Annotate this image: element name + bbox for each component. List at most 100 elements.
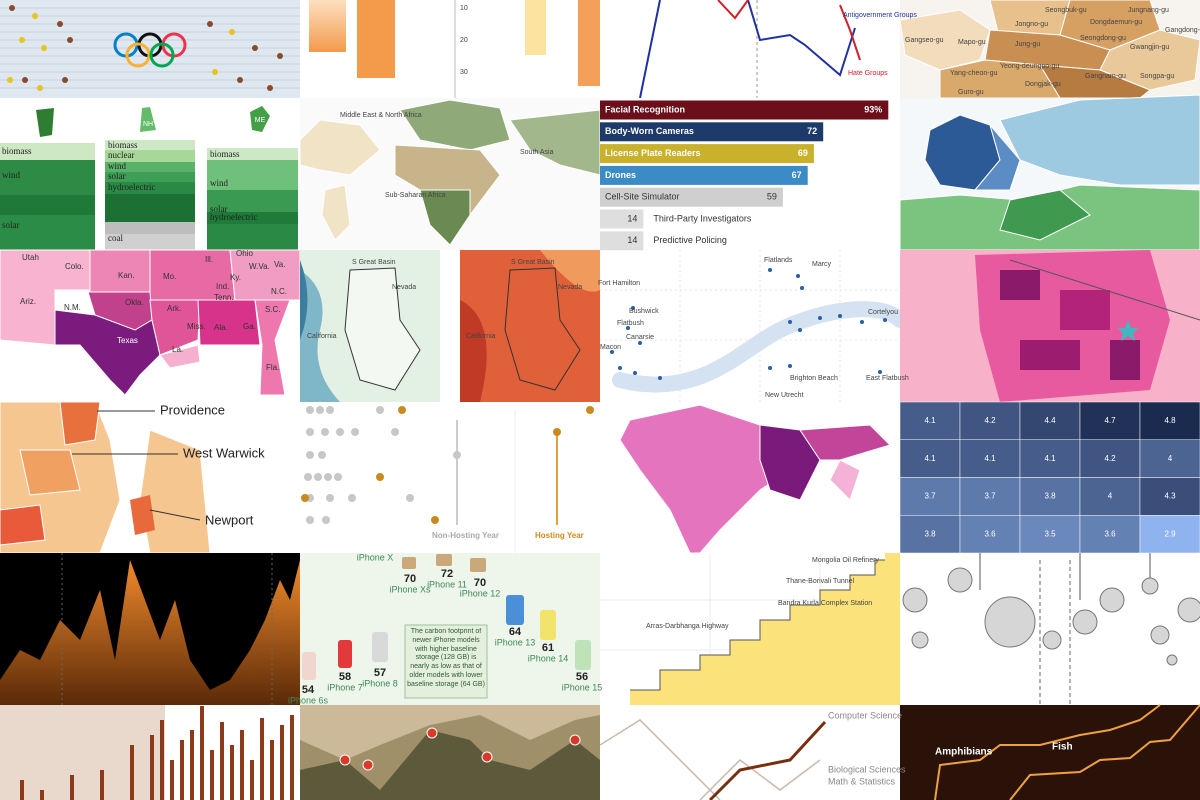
label: Ariz.	[20, 297, 36, 306]
decoration	[1000, 270, 1040, 300]
cell-value: 4.3	[1164, 492, 1176, 501]
label: Jung-gu	[1015, 41, 1040, 48]
decoration	[300, 730, 600, 800]
label: 14	[627, 213, 637, 223]
decoration	[105, 162, 195, 172]
label: Fort Hamilton	[598, 280, 640, 287]
decoration	[1009, 259, 1200, 321]
label: Gangdong-gu	[1165, 27, 1200, 34]
heat-cell	[1139, 515, 1200, 554]
label: 69	[798, 148, 808, 158]
label: iPhone 7	[327, 682, 363, 692]
label: Fish	[1052, 742, 1073, 753]
label: 64	[509, 626, 522, 638]
decoration	[0, 504, 46, 546]
bar	[600, 187, 783, 207]
decoration	[399, 99, 511, 151]
hosting-dots-tile	[300, 402, 600, 553]
cell-value: 4	[1108, 492, 1113, 501]
decoration	[67, 37, 73, 43]
cell-value: 4.2	[1104, 454, 1116, 463]
decoration	[699, 759, 821, 800]
decoration	[207, 224, 298, 250]
decoration	[62, 77, 68, 83]
seoul-map-tile	[899, 0, 1200, 99]
label: Bandra Kurla Complex Station	[778, 600, 872, 607]
label: La.	[172, 345, 183, 354]
label: Ga.	[243, 322, 256, 331]
label: Body-Worn Cameras	[605, 126, 694, 136]
label: Math & Statistics	[828, 776, 896, 786]
label: 57	[374, 667, 386, 679]
decoration	[36, 108, 54, 137]
decoration	[20, 706, 294, 800]
decoration	[357, 0, 395, 78]
label: wind	[108, 161, 127, 171]
heat-cell	[959, 515, 1021, 554]
us-map-tile	[0, 249, 301, 402]
bars-tile	[0, 705, 300, 800]
iphone-tile	[300, 553, 600, 705]
heat-cell	[899, 439, 961, 478]
note-box: The carbon footprint of newer iPhone mod…	[407, 628, 485, 688]
cell-value: 4.8	[1164, 416, 1176, 425]
label: iPhone 11	[427, 579, 467, 589]
label: 72	[441, 568, 453, 580]
label: 10	[460, 5, 468, 12]
cell-value: 3.8	[1044, 492, 1056, 501]
label: 20	[460, 37, 468, 44]
label: Drones	[605, 170, 636, 180]
label: West Warwick	[183, 445, 265, 460]
label: Seongdong-gu	[1080, 35, 1126, 42]
decoration	[717, 0, 749, 20]
label: Ind.	[216, 282, 229, 291]
label: Sub-Saharan Africa	[385, 192, 446, 199]
bar	[600, 209, 644, 229]
label: Kan.	[118, 271, 134, 280]
label: Mongolia Oil Refinery	[812, 557, 879, 564]
label: Colo.	[65, 262, 84, 271]
label: Marcy	[812, 261, 832, 268]
label: iPhone 8	[362, 678, 398, 688]
decoration	[899, 9, 991, 71]
label: 72	[807, 126, 817, 136]
bar	[600, 100, 889, 120]
degrees-tile	[599, 705, 900, 800]
label: Macon	[600, 344, 621, 351]
heat-cell	[1019, 401, 1081, 440]
heat-cell	[1019, 477, 1081, 516]
cell-value: 4.4	[1044, 416, 1056, 425]
label: Bushwick	[629, 308, 659, 315]
decoration	[509, 109, 601, 176]
stream-tile	[300, 705, 600, 800]
decoration	[630, 553, 900, 705]
label: biomass	[2, 146, 32, 156]
label: Ky.	[230, 273, 241, 282]
label: hydroelectric	[210, 212, 257, 222]
heat-cell	[1079, 515, 1141, 554]
decoration	[708, 720, 827, 800]
decoration	[113, 32, 187, 68]
label: iPhone 12	[460, 588, 501, 598]
decoration	[973, 124, 1021, 191]
energy-tile	[0, 98, 300, 250]
label: Yeong-deungpo-gu	[1000, 63, 1059, 70]
decoration	[839, 4, 861, 61]
decoration	[37, 85, 43, 91]
decoration	[612, 301, 908, 393]
decoration	[105, 222, 195, 234]
great-basin-tile	[300, 250, 600, 402]
decoration	[440, 250, 460, 402]
decoration	[1020, 340, 1080, 370]
decoration	[1117, 320, 1139, 341]
decoration	[207, 21, 213, 27]
label: Utah	[22, 253, 39, 262]
label: 30	[460, 69, 468, 76]
label: California	[307, 333, 337, 340]
decoration	[105, 234, 195, 250]
cell-value: 4.2	[984, 416, 996, 425]
decoration	[0, 705, 165, 800]
decoration	[578, 0, 600, 86]
label: Gangseo-gu	[905, 37, 944, 44]
